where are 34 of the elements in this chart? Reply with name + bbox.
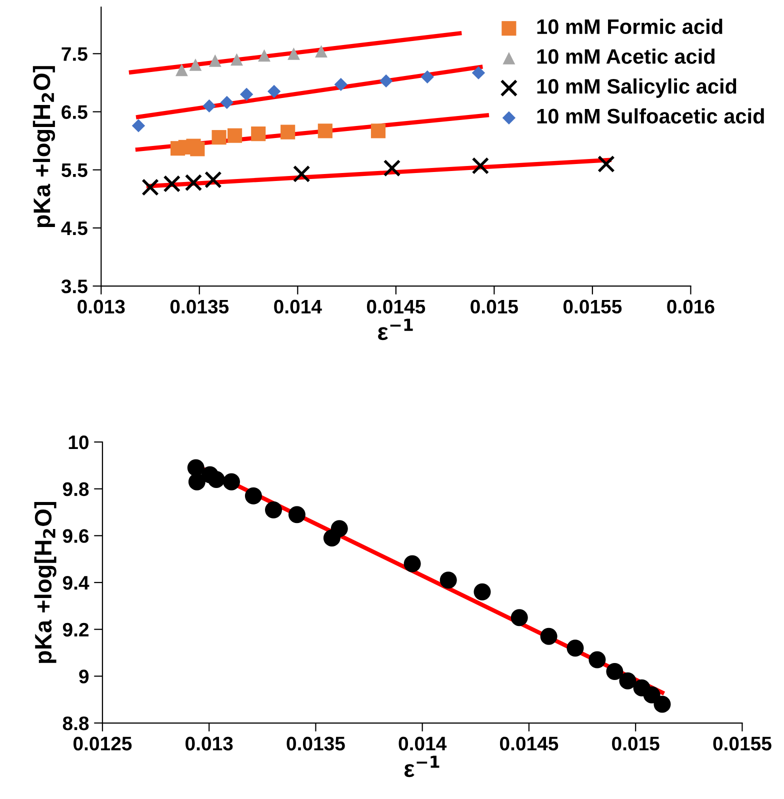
x-tick-label: 0.014 — [398, 736, 447, 750]
x-tick-label: 0.0145 — [366, 300, 426, 314]
y-tick-label: 3.5 — [61, 280, 88, 294]
x-tick-label: 0.0155 — [563, 300, 622, 314]
x-tick-label: 0.013 — [186, 736, 233, 751]
x-tick-label: 0.0145 — [500, 736, 558, 750]
legend-label: 10 mM Formic acid — [537, 18, 722, 34]
y-tick-label: 4.5 — [61, 222, 88, 236]
x-axis-title: ε$^{−1}$ — [378, 318, 413, 340]
y-tick-label: 8.8 — [62, 716, 89, 730]
y-tick-label: 9.6 — [62, 529, 89, 543]
x-tick-label: 0.015 — [612, 736, 660, 750]
legend-label: 10 mM Salicylic acid — [537, 78, 736, 98]
x-tick-label: 0.0125 — [74, 736, 132, 750]
legend-label: 10 mM Acetic acid — [537, 48, 714, 64]
x-tick-label: 0.0155 — [713, 736, 772, 750]
legend-label: 10 mM Sulfoacetic acid — [537, 108, 764, 124]
x-tick-label: 0.0135 — [286, 736, 345, 751]
x-tick-label: 0.016 — [667, 300, 714, 314]
y-axis-title: pKa +log[H$_{2}$O] — [34, 502, 56, 664]
y-tick-label: 9.2 — [62, 622, 88, 637]
y-tick-label: 6.5 — [62, 105, 88, 119]
y-tick-label: 9.4 — [62, 576, 90, 590]
x-tick-label: 0.015 — [470, 300, 518, 314]
y-tick-label: 9 — [79, 670, 89, 684]
y-tick-label: 10 — [68, 435, 88, 450]
y-tick-label: 5.5 — [62, 164, 88, 178]
y-axis-title: pKa +log[H$_{2}$O] — [32, 66, 56, 228]
x-axis-title: ε$^{−1}$ — [404, 756, 440, 778]
x-tick-label: 0.0135 — [170, 300, 229, 314]
x-tick-label: 0.014 — [274, 300, 322, 314]
y-tick-label: 9.8 — [62, 482, 89, 496]
y-tick-label: 7.5 — [62, 47, 88, 61]
x-tick-label: 0.013 — [78, 300, 125, 314]
